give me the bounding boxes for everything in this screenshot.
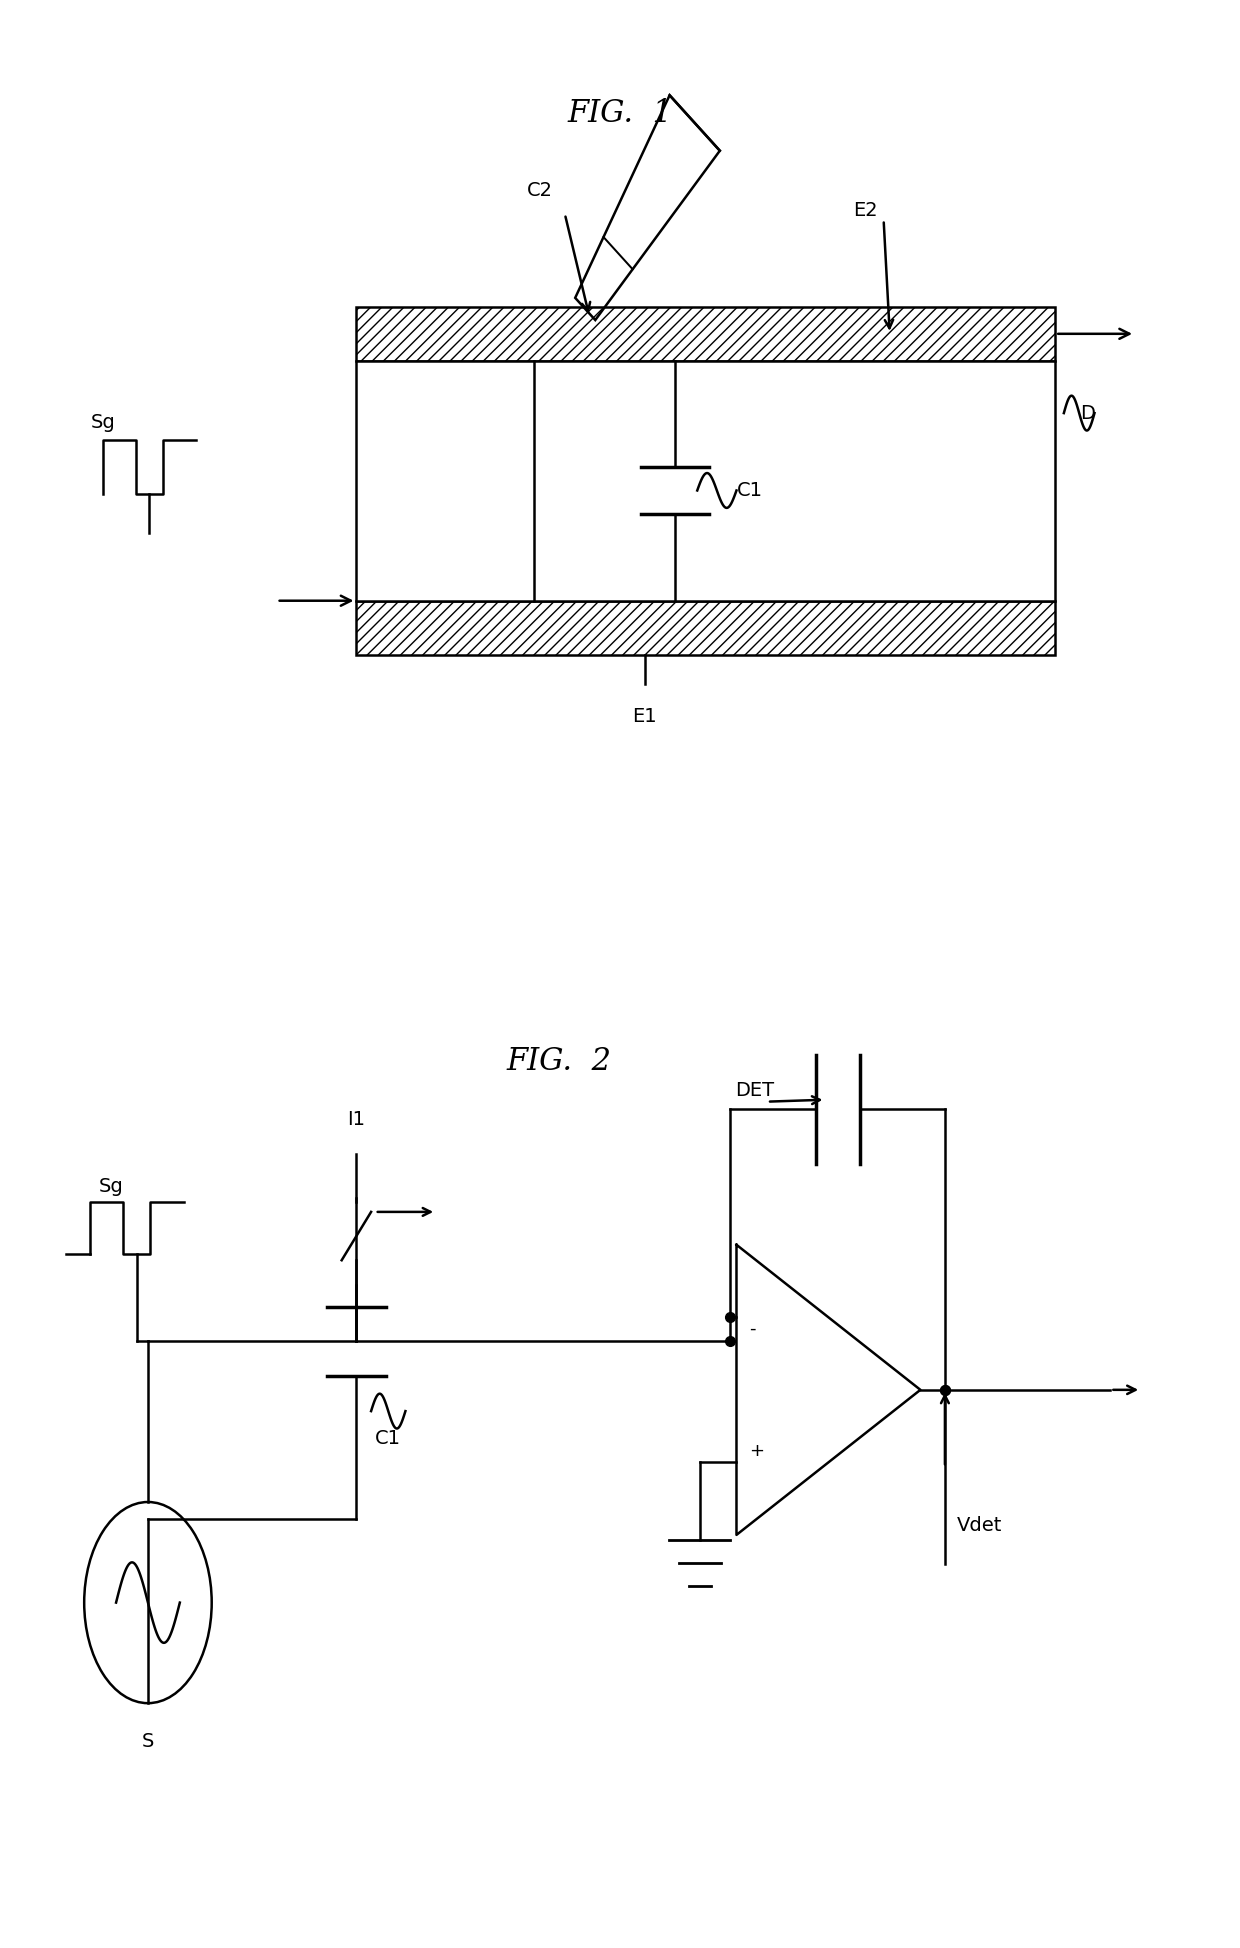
Text: DET: DET [735, 1081, 775, 1101]
Text: FIG.  1: FIG. 1 [568, 97, 672, 129]
Text: +: + [749, 1442, 764, 1459]
Text: D: D [1080, 403, 1095, 423]
Text: C2: C2 [527, 181, 553, 201]
Text: Sg: Sg [91, 413, 115, 432]
Text: -: - [749, 1321, 755, 1338]
Text: Vdet: Vdet [957, 1516, 1003, 1535]
Bar [356, 600, 1055, 655]
Text: C1: C1 [374, 1428, 401, 1447]
Text: FIG.  2: FIG. 2 [506, 1046, 611, 1077]
Bar [356, 360, 1055, 600]
Text: Sg: Sg [99, 1177, 124, 1196]
Text: S: S [141, 1732, 154, 1751]
Text: I1: I1 [347, 1110, 366, 1128]
Text: E2: E2 [853, 201, 878, 220]
Bar [356, 306, 1055, 360]
Text: C1: C1 [737, 481, 763, 501]
Text: E1: E1 [632, 707, 657, 727]
